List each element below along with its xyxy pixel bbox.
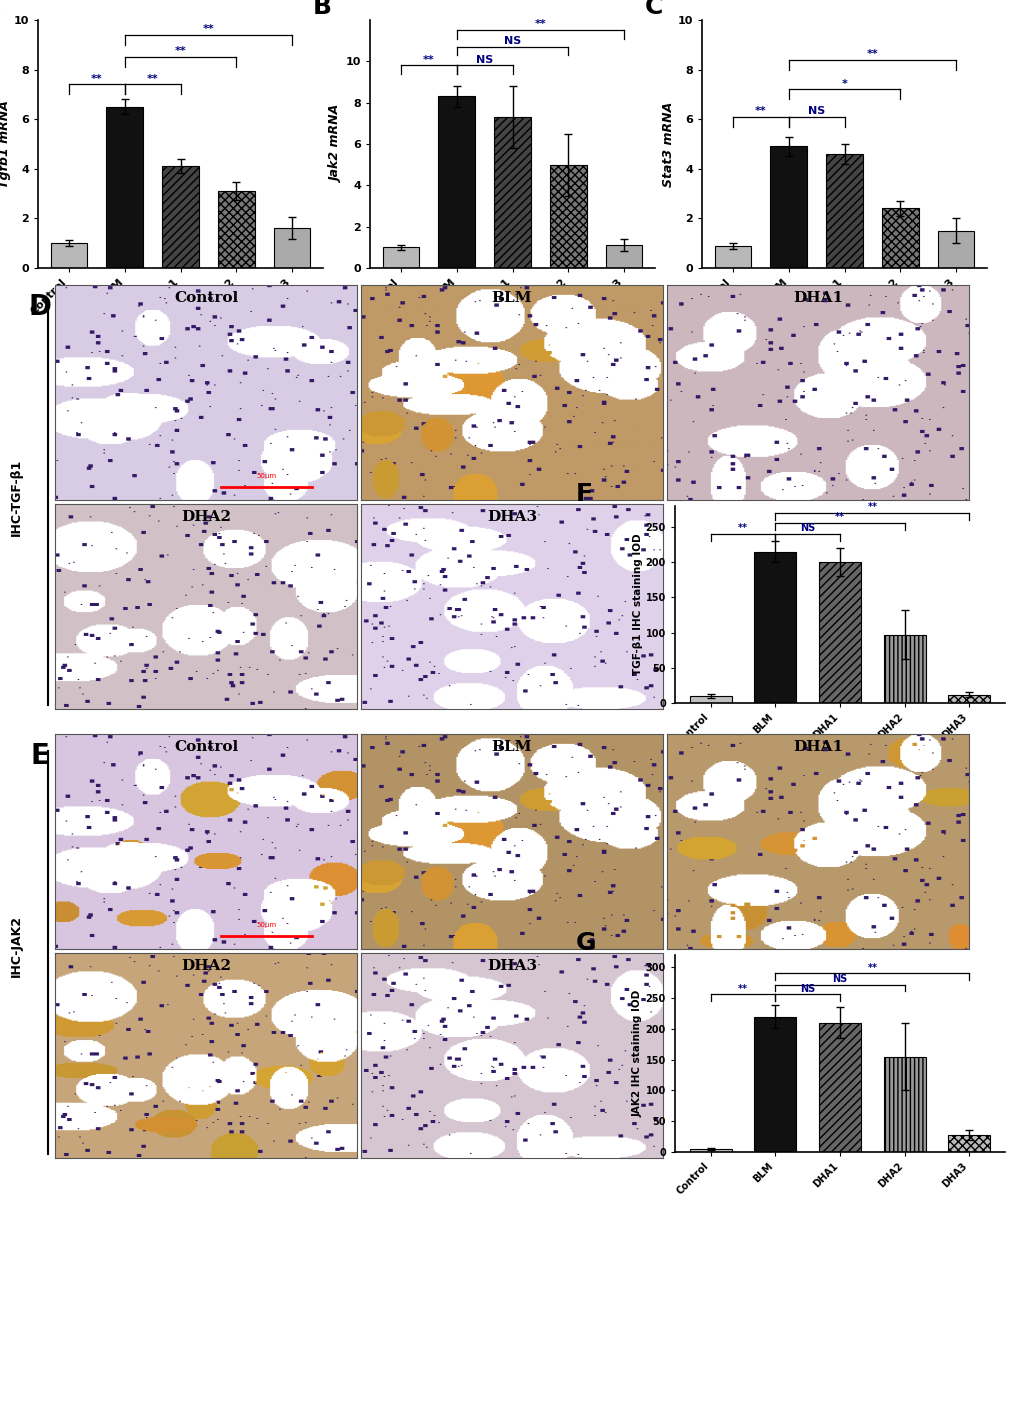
Text: NS: NS (503, 36, 521, 46)
Bar (882, 635, 925, 703)
Text: Control: Control (173, 291, 237, 305)
Text: NS: NS (832, 974, 847, 984)
Text: **: ** (737, 523, 747, 533)
Text: 50μm: 50μm (256, 921, 276, 927)
Text: DHA1: DHA1 (792, 740, 843, 754)
Text: **: ** (866, 48, 877, 58)
Text: C: C (644, 0, 662, 19)
Text: **: ** (835, 512, 844, 522)
Text: **: ** (147, 74, 158, 84)
Bar (494, 117, 530, 268)
Text: DHA2: DHA2 (180, 511, 230, 525)
Text: **: ** (866, 502, 876, 512)
Bar (937, 231, 973, 268)
Bar (753, 552, 796, 703)
Bar (382, 247, 419, 268)
Text: NS: NS (799, 523, 814, 533)
Bar (218, 191, 255, 268)
Bar (818, 562, 860, 703)
Text: **: ** (737, 984, 747, 994)
Text: **: ** (174, 46, 186, 56)
Bar (948, 1135, 989, 1152)
Text: F: F (576, 482, 592, 506)
Text: DHA3: DHA3 (486, 960, 537, 973)
Bar (825, 154, 862, 268)
Text: BLM: BLM (491, 291, 532, 305)
Bar (274, 228, 310, 268)
Text: Control: Control (173, 740, 237, 754)
Text: NS: NS (799, 984, 814, 994)
Text: 50μm: 50μm (256, 472, 276, 479)
Text: *: * (841, 78, 847, 88)
Y-axis label: Stat3 mRNA: Stat3 mRNA (661, 101, 675, 187)
Text: D: D (29, 294, 51, 321)
Text: IHC-JAK2: IHC-JAK2 (10, 915, 23, 977)
Text: IHC-TGF-β1: IHC-TGF-β1 (10, 458, 23, 536)
Bar (106, 107, 143, 268)
Text: G: G (576, 931, 596, 955)
Bar (438, 97, 474, 268)
Bar (753, 1017, 796, 1152)
Text: DHA3: DHA3 (486, 511, 537, 525)
Text: **: ** (866, 963, 876, 973)
Text: NS: NS (807, 106, 824, 116)
Text: **: ** (754, 106, 766, 116)
Bar (818, 1022, 860, 1152)
Text: DHA2: DHA2 (180, 960, 230, 973)
Text: B: B (313, 0, 331, 19)
Bar (689, 696, 731, 703)
Y-axis label: Tgfb1 mRNA: Tgfb1 mRNA (0, 100, 11, 188)
Bar (549, 164, 586, 268)
Y-axis label: TGF-β1 IHC staining IOD: TGF-β1 IHC staining IOD (633, 533, 642, 676)
Bar (689, 1149, 731, 1152)
Bar (51, 244, 87, 268)
Bar (714, 245, 750, 268)
Text: NS: NS (476, 54, 493, 64)
Bar (769, 147, 806, 268)
Text: DHA1: DHA1 (792, 291, 843, 305)
Text: **: ** (203, 24, 214, 34)
Bar (882, 1057, 925, 1152)
Bar (948, 694, 989, 703)
Text: BLM: BLM (491, 740, 532, 754)
Bar (605, 245, 642, 268)
Y-axis label: JAK2 IHC staining IOD: JAK2 IHC staining IOD (633, 990, 642, 1117)
Text: **: ** (423, 54, 434, 64)
Text: E: E (31, 743, 49, 770)
Text: **: ** (91, 74, 103, 84)
Bar (881, 208, 918, 268)
Text: **: ** (534, 20, 546, 30)
Y-axis label: Jak2 mRNA: Jak2 mRNA (329, 106, 342, 183)
Bar (162, 167, 199, 268)
